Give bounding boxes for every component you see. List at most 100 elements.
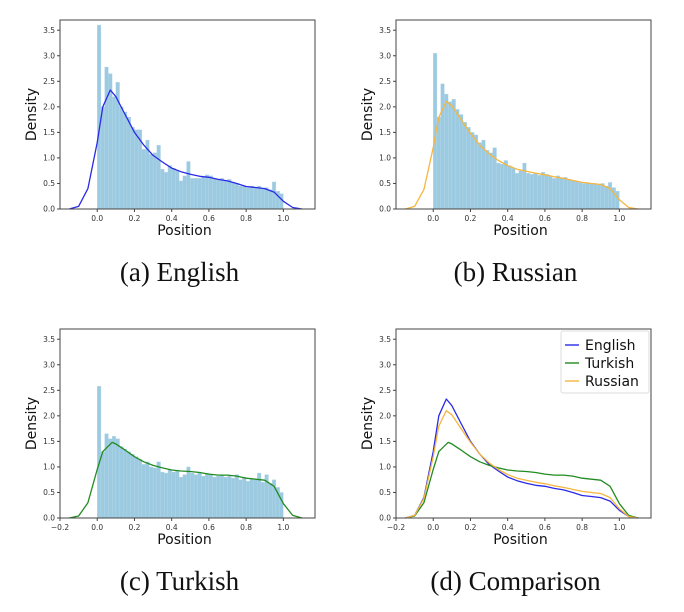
histogram-bar: [97, 24, 102, 210]
histogram-bar: [257, 185, 262, 210]
y-tick-label: 2.5: [43, 77, 55, 86]
histogram-bar: [171, 471, 176, 519]
x-tick-label: 1.0: [613, 523, 625, 532]
histogram-bar: [249, 185, 254, 210]
histogram-bar: [141, 464, 146, 519]
histogram-bar: [585, 182, 590, 210]
histogram-bar: [526, 173, 531, 210]
histogram-bar: [238, 479, 243, 519]
histogram-bar: [231, 478, 236, 519]
x-tick-label: 0.2: [464, 523, 476, 532]
histogram-bar: [470, 132, 475, 210]
histogram-bar: [604, 185, 609, 210]
y-axis-label: Density: [360, 397, 376, 450]
kde-line-english: [69, 89, 303, 210]
histogram-bar: [197, 178, 202, 210]
histogram-bar: [459, 114, 464, 210]
subplot-0: 0.0 0.2 0.4 0.6 0.8 1.0 0.0 0.5 1.0 1.5 2.0 2.5 3.0 3…: [24, 19, 316, 287]
histogram-bar: [444, 93, 449, 210]
legend-entry: Russian: [585, 374, 639, 390]
x-tick-label: 0.8: [240, 214, 252, 223]
y-tick-label: 3.5: [379, 335, 391, 344]
x-axis-label: Position: [493, 223, 548, 239]
histogram-bar: [178, 180, 183, 210]
histogram-bar: [436, 116, 441, 210]
histogram-bar: [268, 483, 273, 519]
y-tick-label: 2.0: [43, 412, 55, 421]
histogram-bar: [111, 436, 116, 519]
histogram-bar: [149, 466, 154, 519]
subplot-caption: (a) English: [120, 257, 240, 287]
legend-entry: English: [585, 338, 636, 354]
histogram-bar: [474, 134, 479, 210]
y-tick-label: 3.5: [43, 335, 55, 344]
histogram-bar: [589, 183, 594, 210]
histogram-bar: [518, 170, 523, 210]
x-tick-label: 0.4: [502, 523, 514, 532]
histogram-bar: [477, 142, 482, 210]
x-tick-label: 0.0: [91, 523, 103, 532]
histogram-bar: [533, 173, 538, 210]
histogram-bar: [500, 163, 505, 210]
kde-line-russian: [405, 410, 639, 519]
histogram-bar: [507, 165, 512, 210]
x-tick-label: 0.0: [427, 523, 439, 532]
subplot-caption: (c) Turkish: [120, 566, 240, 596]
x-tick-label: 0.8: [240, 523, 252, 532]
histogram-bar: [581, 183, 587, 210]
y-tick-label: 2.5: [379, 77, 391, 86]
x-tick-label: 0.2: [464, 214, 476, 223]
histogram-bar: [115, 438, 120, 519]
kde-line-russian: [405, 101, 639, 210]
y-tick-label: 1.0: [43, 154, 55, 163]
histogram-bar: [205, 472, 210, 519]
y-tick-label: 1.5: [43, 437, 55, 446]
histogram-bar: [529, 174, 534, 210]
x-tick-label: 0.8: [576, 214, 588, 223]
histogram-bar: [567, 179, 572, 210]
y-tick-label: 3.0: [379, 51, 391, 60]
y-tick-label: 0.0: [379, 514, 391, 523]
histogram-bar: [126, 116, 131, 210]
y-tick-label: 0.0: [379, 205, 391, 214]
histogram-bar: [216, 179, 221, 210]
histogram-bar: [178, 476, 183, 519]
y-tick-label: 3.5: [43, 26, 55, 35]
histogram-bar: [260, 482, 265, 519]
y-tick-label: 3.0: [43, 51, 55, 60]
legend-box: [560, 330, 650, 394]
histogram-bar: [234, 474, 239, 519]
y-tick-label: 1.5: [379, 128, 391, 137]
histogram-bar: [175, 470, 180, 519]
histogram-bar: [126, 451, 131, 519]
histogram-bar: [190, 178, 195, 210]
x-tick-label: 0.0: [91, 214, 103, 223]
histogram-bar: [186, 161, 191, 210]
histogram-bar: [208, 175, 213, 210]
histogram-bar: [111, 96, 116, 210]
histogram-bar: [593, 183, 598, 210]
subplot-caption: (b) Russian: [454, 257, 578, 287]
histogram-bar: [149, 154, 154, 210]
histogram-bar: [130, 127, 135, 210]
subplot-2: −0.2 0.0 0.2 0.4 0.6 0.8 1.00.00.51.01.52.02.5…: [24, 328, 316, 596]
histogram-bar: [223, 180, 228, 210]
histogram-bar: [212, 178, 217, 210]
x-tick-label: 0.4: [166, 214, 178, 223]
histogram-bar: [186, 466, 191, 519]
histogram-bar: [249, 478, 254, 519]
histogram-bar: [205, 174, 210, 210]
kde-line-turkish: [405, 441, 639, 519]
histogram-bar: [152, 467, 157, 519]
x-tick-label: −0.2: [387, 523, 405, 532]
x-tick-label: 1.0: [277, 523, 289, 532]
y-tick-label: 3.0: [379, 360, 391, 369]
y-tick-label: 1.0: [379, 463, 391, 472]
histogram-bar: [596, 184, 601, 210]
y-tick-label: 0.5: [379, 488, 391, 497]
y-axis-label: Density: [24, 397, 40, 450]
histogram-bar: [279, 492, 284, 519]
y-tick-label: 1.0: [43, 463, 55, 472]
histogram-bar: [182, 474, 187, 519]
